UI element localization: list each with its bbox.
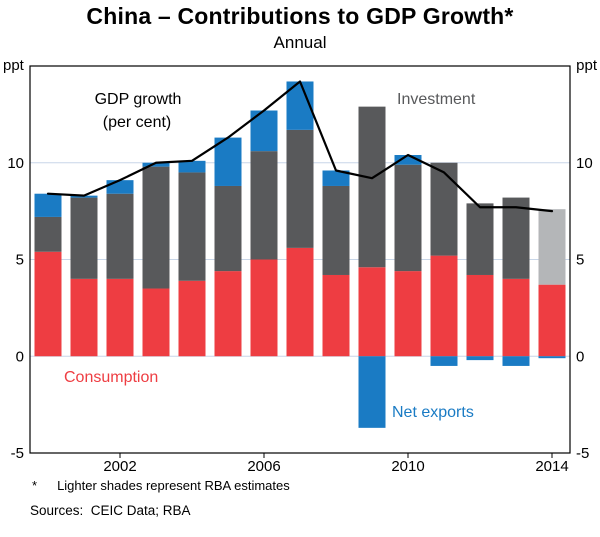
y-axis-label-right-5: 5 bbox=[576, 252, 584, 269]
bar-consumption-2013 bbox=[502, 278, 530, 357]
bar-investment-2001 bbox=[70, 197, 98, 279]
footnote-text: Lighter shades represent RBA estimates bbox=[57, 478, 290, 493]
net-exports-label: Net exports bbox=[392, 404, 474, 421]
y-axis-label-right-10: 10 bbox=[576, 155, 593, 172]
y-axis-label-left--5: -5 bbox=[11, 445, 24, 462]
chart-title: China – Contributions to GDP Growth* bbox=[86, 3, 514, 29]
bar-investment-2009 bbox=[358, 106, 386, 268]
y-axis-label-left-5: 5 bbox=[16, 252, 24, 269]
bar-net-exports-2002 bbox=[106, 180, 134, 194]
bar-net-exports-2014 bbox=[538, 356, 566, 359]
bar-consumption-2000 bbox=[34, 251, 62, 357]
bar-investment-2003 bbox=[142, 166, 170, 289]
gdp-growth-line bbox=[46, 80, 554, 213]
y-axis-unit-left: ppt bbox=[3, 57, 25, 74]
bar-consumption-2007 bbox=[286, 247, 314, 357]
y-axis-unit-right: ppt bbox=[576, 57, 598, 74]
bar-net-exports-2010 bbox=[394, 155, 422, 165]
plot-frame bbox=[29, 65, 571, 454]
chart-sources: Sources: CEIC Data; RBA bbox=[30, 503, 191, 518]
consumption-label: Consumption bbox=[64, 369, 158, 386]
bar-consumption-2014 bbox=[538, 284, 566, 357]
investment-label: Investment bbox=[397, 91, 476, 108]
gdp-growth-label: GDP growth bbox=[95, 91, 182, 108]
bar-investment-2007 bbox=[286, 129, 314, 248]
bar-investment-2002 bbox=[106, 193, 134, 279]
bar-consumption-2006 bbox=[250, 259, 278, 357]
bar-net-exports-2004 bbox=[178, 160, 206, 173]
x-axis-label-2010: 2010 bbox=[391, 458, 424, 475]
y-axis-label-right-0: 0 bbox=[576, 348, 584, 365]
bar-consumption-2009 bbox=[358, 267, 386, 357]
y-axis-label-left-0: 0 bbox=[16, 348, 24, 365]
bar-consumption-2002 bbox=[106, 278, 134, 357]
bar-net-exports-2012 bbox=[466, 356, 494, 361]
y-axis-label-left-10: 10 bbox=[7, 155, 24, 172]
bar-net-exports-2011 bbox=[430, 356, 458, 366]
x-axis-label-2014: 2014 bbox=[535, 458, 568, 475]
x-axis-label-2002: 2002 bbox=[103, 458, 136, 475]
chart-subtitle: Annual bbox=[273, 33, 327, 52]
bar-investment-2012 bbox=[466, 203, 494, 275]
bar-net-exports-2000 bbox=[34, 193, 62, 217]
bar-investment-2000 bbox=[34, 216, 62, 252]
bar-investment-2014 bbox=[538, 209, 566, 285]
bar-net-exports-2005 bbox=[214, 137, 242, 186]
bar-consumption-2011 bbox=[430, 255, 458, 357]
gdp-growth-sublabel: (per cent) bbox=[103, 114, 171, 131]
bar-net-exports-2013 bbox=[502, 356, 530, 366]
bar-consumption-2004 bbox=[178, 280, 206, 357]
chart-footnote: * Lighter shades represent RBA estimates bbox=[32, 478, 290, 493]
bar-consumption-2003 bbox=[142, 288, 170, 357]
bar-net-exports-2008 bbox=[322, 170, 350, 186]
footnote-marker: * bbox=[32, 478, 38, 493]
bar-investment-2005 bbox=[214, 185, 242, 272]
bar-investment-2006 bbox=[250, 151, 278, 260]
bar-investment-2010 bbox=[394, 164, 422, 272]
bar-consumption-2001 bbox=[70, 278, 98, 357]
bar-investment-2008 bbox=[322, 185, 350, 275]
bar-investment-2011 bbox=[430, 162, 458, 256]
bar-consumption-2005 bbox=[214, 271, 242, 357]
bar-investment-2013 bbox=[502, 197, 530, 279]
x-axis-label-2006: 2006 bbox=[247, 458, 280, 475]
bar-consumption-2010 bbox=[394, 271, 422, 357]
bar-net-exports-2003 bbox=[142, 162, 170, 167]
bar-consumption-2008 bbox=[322, 274, 350, 357]
bar-investment-2004 bbox=[178, 172, 206, 281]
bar-consumption-2012 bbox=[466, 274, 494, 357]
bar-net-exports-2009 bbox=[358, 356, 386, 428]
y-axis-label-right--5: -5 bbox=[576, 445, 589, 462]
